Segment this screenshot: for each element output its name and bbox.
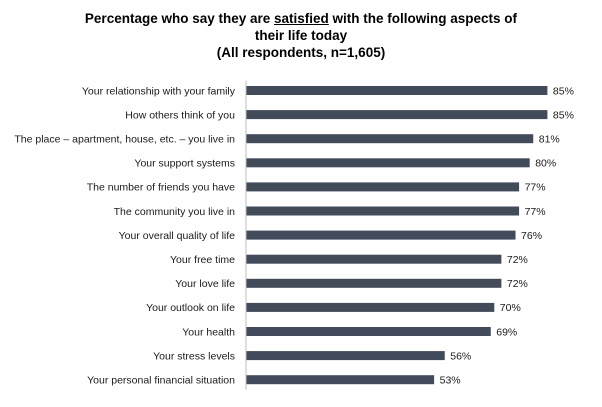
category-label: Your relationship with your family	[82, 85, 236, 97]
category-label: The place – apartment, house, etc. – you…	[14, 134, 235, 146]
data-label: 53%	[440, 375, 461, 387]
data-label: 70%	[500, 302, 521, 314]
chart-subtitle: (All respondents, n=1,605)	[216, 45, 386, 60]
bar	[246, 86, 548, 95]
bar	[246, 278, 502, 288]
bar	[246, 110, 548, 120]
data-label: 72%	[507, 278, 528, 290]
chart-title: Percentage who say they are satisfied wi…	[0, 10, 602, 61]
category-label: Your free time	[170, 254, 235, 266]
chart-title-line-1: Percentage who say they are satisfied wi…	[0, 10, 602, 27]
chart-title-emphasis: satisfied	[274, 11, 329, 26]
data-label: 85%	[553, 85, 574, 97]
bar	[246, 182, 520, 192]
data-label: 56%	[450, 350, 471, 362]
bar	[246, 230, 516, 240]
bar	[246, 351, 445, 361]
chart-title-line-1-before: Percentage who say they are	[84, 11, 275, 26]
data-label: 85%	[553, 109, 574, 121]
data-label: 69%	[496, 326, 517, 338]
data-label: 72%	[507, 254, 528, 266]
bar	[246, 375, 435, 385]
category-label: How others think of you	[125, 109, 235, 121]
category-label: Your personal financial situation	[87, 375, 235, 387]
bar	[246, 158, 530, 168]
bar	[246, 134, 534, 144]
data-label: 76%	[521, 230, 542, 242]
category-label: The number of friends you have	[87, 182, 235, 194]
chart-title-line-2: their life today	[254, 28, 348, 43]
data-label: 77%	[525, 182, 546, 194]
bar	[246, 302, 495, 312]
chart-title-line-1-after: with the following aspects of	[328, 11, 518, 26]
data-label: 81%	[539, 134, 560, 146]
category-label: Your stress levels	[153, 350, 235, 362]
data-label: 77%	[525, 206, 546, 218]
category-label: Your outlook on life	[146, 302, 235, 314]
category-label: Your overall quality of life	[119, 230, 236, 242]
bar	[246, 327, 491, 336]
category-label: Your health	[182, 326, 235, 338]
category-label: Your support systems	[134, 158, 235, 170]
category-label: The community you live in	[114, 206, 236, 218]
data-label: 80%	[535, 158, 556, 170]
bar	[246, 254, 502, 264]
category-label: Your love life	[175, 278, 235, 290]
bar	[246, 206, 520, 216]
